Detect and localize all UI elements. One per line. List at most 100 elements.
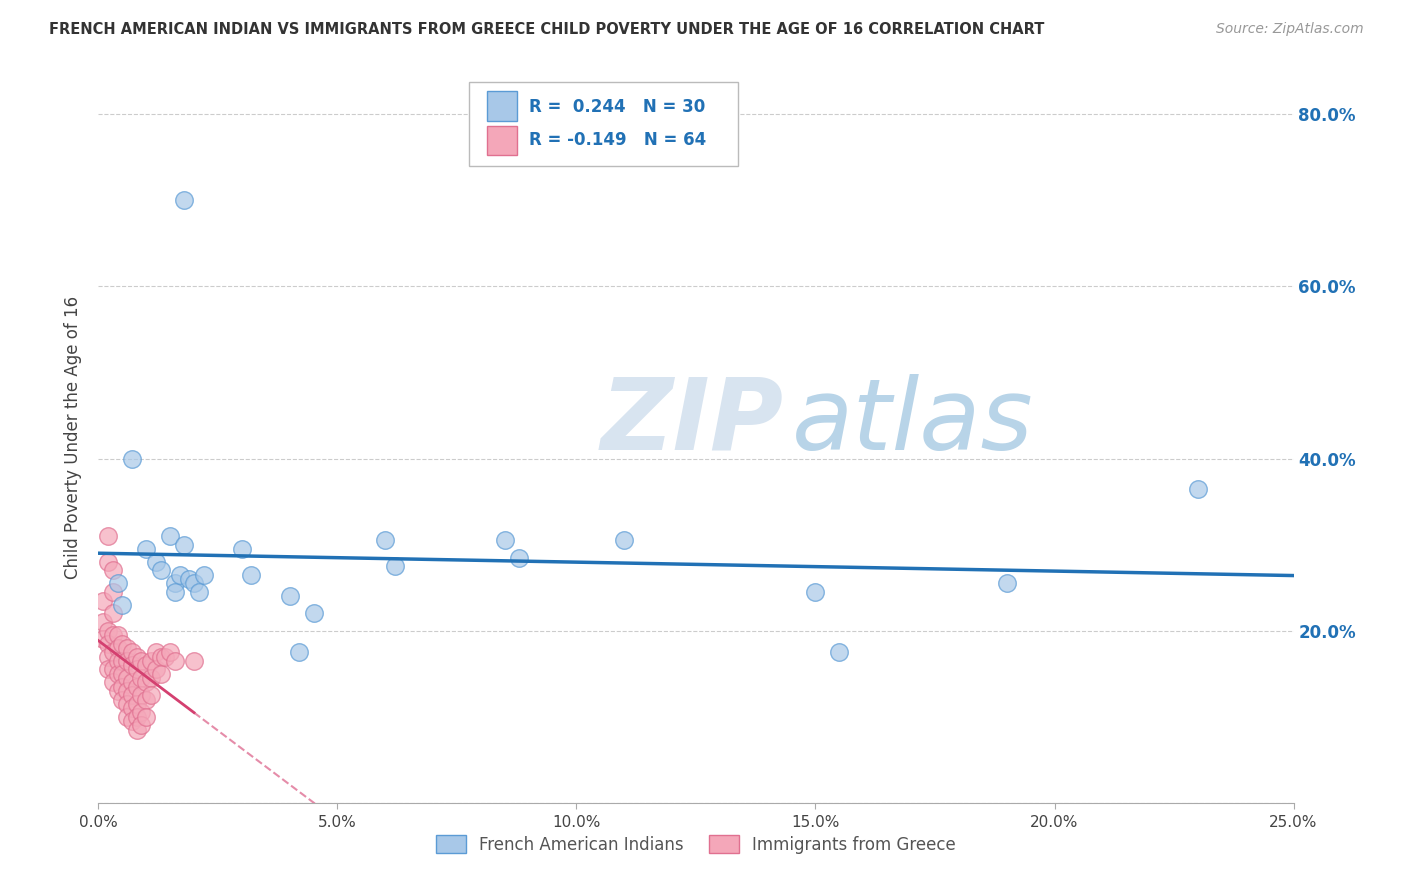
Point bbox=[131, 718, 153, 732]
Point bbox=[111, 666, 134, 681]
Point bbox=[1187, 482, 1209, 496]
Point bbox=[111, 654, 134, 668]
Point bbox=[107, 576, 129, 591]
Point bbox=[173, 194, 195, 208]
Point bbox=[121, 701, 143, 715]
Point bbox=[179, 572, 201, 586]
Point bbox=[131, 654, 153, 668]
Point bbox=[135, 692, 157, 706]
Point bbox=[107, 628, 129, 642]
Point bbox=[135, 541, 157, 556]
Point bbox=[125, 662, 148, 676]
Point bbox=[115, 671, 138, 685]
Point bbox=[804, 585, 827, 599]
Point bbox=[288, 645, 311, 659]
Point bbox=[131, 706, 153, 720]
Point bbox=[139, 654, 162, 668]
Point bbox=[115, 710, 138, 724]
Point bbox=[163, 654, 186, 668]
Point bbox=[101, 585, 124, 599]
Point bbox=[169, 567, 191, 582]
Point bbox=[107, 666, 129, 681]
Point bbox=[121, 645, 143, 659]
Point bbox=[240, 567, 263, 582]
Point bbox=[302, 607, 325, 621]
Point bbox=[101, 675, 124, 690]
Point bbox=[125, 710, 148, 724]
Point bbox=[121, 451, 143, 466]
Point bbox=[145, 662, 167, 676]
Point bbox=[995, 576, 1018, 591]
Point bbox=[91, 632, 114, 647]
Point bbox=[101, 607, 124, 621]
Text: FRENCH AMERICAN INDIAN VS IMMIGRANTS FROM GREECE CHILD POVERTY UNDER THE AGE OF : FRENCH AMERICAN INDIAN VS IMMIGRANTS FRO… bbox=[49, 22, 1045, 37]
Legend: French American Indians, Immigrants from Greece: French American Indians, Immigrants from… bbox=[429, 829, 963, 860]
Point bbox=[125, 723, 148, 737]
Point bbox=[125, 649, 148, 664]
Point bbox=[125, 697, 148, 711]
Point bbox=[91, 615, 114, 629]
Point bbox=[101, 645, 124, 659]
Point bbox=[155, 649, 177, 664]
Point bbox=[135, 710, 157, 724]
Point bbox=[97, 649, 120, 664]
Point bbox=[139, 688, 162, 702]
Bar bbox=[486, 126, 517, 155]
Bar bbox=[486, 91, 517, 120]
Text: ZIP: ZIP bbox=[600, 374, 783, 471]
Point bbox=[193, 567, 215, 582]
Point bbox=[149, 649, 172, 664]
Point bbox=[101, 662, 124, 676]
Point bbox=[115, 684, 138, 698]
Point bbox=[159, 645, 181, 659]
Point bbox=[187, 585, 209, 599]
Text: atlas: atlas bbox=[792, 374, 1033, 471]
Point bbox=[231, 541, 253, 556]
Point bbox=[163, 585, 186, 599]
Text: R = -0.149   N = 64: R = -0.149 N = 64 bbox=[529, 131, 706, 149]
Point bbox=[494, 533, 516, 548]
Point bbox=[115, 654, 138, 668]
Point bbox=[111, 637, 134, 651]
Point bbox=[107, 654, 129, 668]
FancyBboxPatch shape bbox=[470, 82, 738, 167]
Point bbox=[101, 564, 124, 578]
Point bbox=[183, 576, 205, 591]
Point bbox=[145, 645, 167, 659]
Point bbox=[183, 654, 205, 668]
Point bbox=[121, 688, 143, 702]
Point bbox=[613, 533, 636, 548]
Point bbox=[97, 555, 120, 569]
Point bbox=[107, 640, 129, 655]
Point bbox=[828, 645, 851, 659]
Point bbox=[131, 671, 153, 685]
Point bbox=[278, 589, 301, 603]
Point bbox=[91, 593, 114, 607]
Point bbox=[135, 675, 157, 690]
Point bbox=[115, 697, 138, 711]
Point bbox=[163, 576, 186, 591]
Point bbox=[121, 675, 143, 690]
Point bbox=[111, 598, 134, 612]
Point bbox=[384, 559, 406, 574]
Point bbox=[111, 680, 134, 694]
Point bbox=[97, 662, 120, 676]
Point bbox=[97, 529, 120, 543]
Point bbox=[97, 624, 120, 638]
Point bbox=[374, 533, 396, 548]
Point bbox=[121, 658, 143, 673]
Point bbox=[107, 684, 129, 698]
Point bbox=[131, 688, 153, 702]
Point bbox=[149, 564, 172, 578]
Point bbox=[97, 637, 120, 651]
Point bbox=[139, 671, 162, 685]
Point bbox=[135, 658, 157, 673]
Point bbox=[125, 680, 148, 694]
Point bbox=[149, 666, 172, 681]
Point bbox=[111, 692, 134, 706]
Y-axis label: Child Poverty Under the Age of 16: Child Poverty Under the Age of 16 bbox=[65, 295, 83, 579]
Point bbox=[101, 628, 124, 642]
Point bbox=[173, 538, 195, 552]
Point bbox=[145, 555, 167, 569]
Text: Source: ZipAtlas.com: Source: ZipAtlas.com bbox=[1216, 22, 1364, 37]
